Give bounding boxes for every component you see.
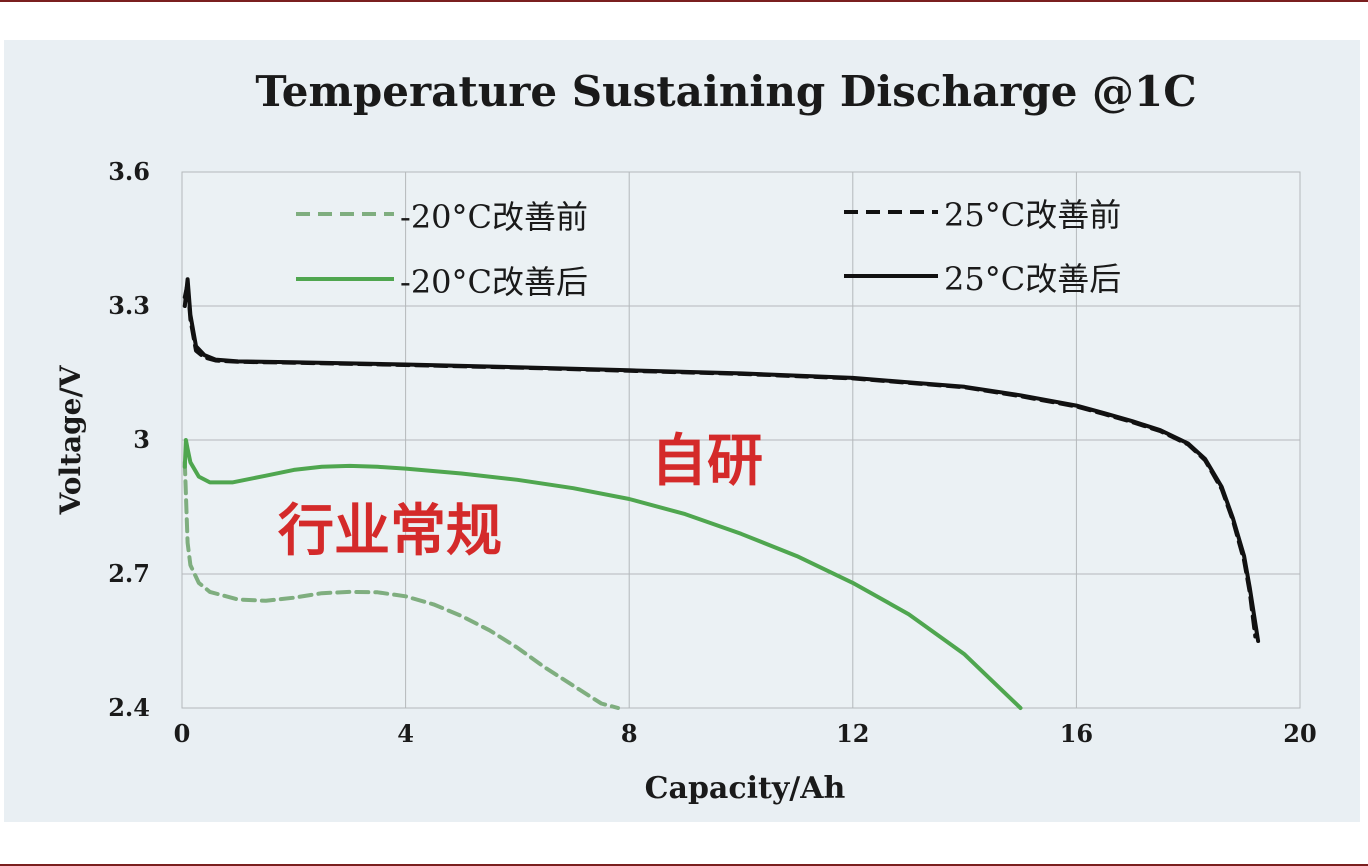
series-layer: [182, 277, 1261, 710]
x-axis-label: Capacity/Ah: [645, 771, 846, 806]
frame-bottom-border: [0, 864, 1368, 866]
annotation-in-house: 自研: [651, 429, 763, 494]
x-tick-labels: 0 4 8 12 16 20: [174, 719, 1317, 748]
frame-top-border: [0, 0, 1368, 2]
x-tick-label-0: 0: [174, 719, 191, 748]
chart-title: Temperature Sustaining Discharge @1C: [255, 67, 1196, 116]
legend-label-1: -20°C改善后: [400, 263, 588, 301]
x-tick-label-1: 4: [397, 719, 414, 748]
y-tick-label-4: 3.6: [108, 157, 150, 186]
y-tick-label-1: 2.7: [108, 559, 150, 588]
series-line-1: [182, 438, 1023, 710]
y-axis-label: Voltage/V: [54, 364, 87, 515]
y-tick-label-3: 3.3: [108, 291, 150, 320]
grid: [182, 172, 1300, 708]
x-tick-label-2: 8: [621, 719, 638, 748]
legend: -20°C改善前 -20°C改善后 25°C改善前 25°C改善后: [296, 196, 1121, 301]
legend-label-0: -20°C改善前: [400, 198, 588, 236]
legend-label-2: 25°C改善前: [944, 196, 1121, 234]
legend-label-3: 25°C改善后: [944, 260, 1121, 298]
x-tick-label-3: 12: [836, 719, 869, 748]
annotation-industry-standard: 行业常规: [278, 499, 502, 564]
y-tick-labels: 2.4 2.7 3 3.3 3.6: [108, 157, 150, 722]
series-line-3: [182, 277, 1261, 643]
y-tick-label-2: 3: [133, 425, 150, 454]
y-tick-label-0: 2.4: [108, 693, 150, 722]
x-tick-label-4: 16: [1060, 719, 1093, 748]
series-line-0: [182, 460, 620, 710]
x-tick-label-5: 20: [1283, 719, 1316, 748]
